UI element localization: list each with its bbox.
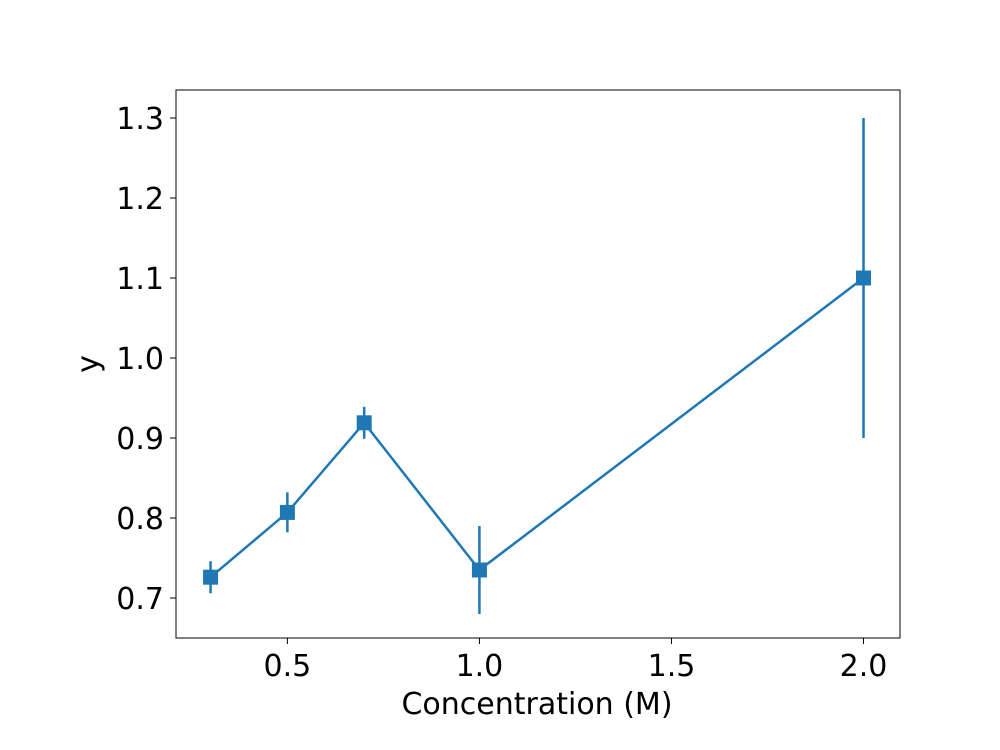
y-tick-label: 0.8 xyxy=(116,502,164,537)
y-tick-label: 0.7 xyxy=(116,582,164,617)
plot-frame xyxy=(175,89,901,639)
x-tick-label: 1.0 xyxy=(456,649,504,684)
plot-area xyxy=(176,90,900,638)
x-tick-label: 0.5 xyxy=(264,649,312,684)
y-axis-ticks: 0.7 0.8 0.9 1.0 1.1 1.2 1.3 xyxy=(116,102,176,617)
data-point-marker xyxy=(203,569,219,585)
series-markers xyxy=(203,270,872,585)
data-point-marker xyxy=(279,504,295,520)
x-tick-label: 2.0 xyxy=(840,649,888,684)
y-tick-label: 1.1 xyxy=(116,262,164,297)
data-point-marker xyxy=(356,415,372,431)
data-point-marker xyxy=(471,562,487,578)
data-point-marker xyxy=(856,270,872,286)
x-axis-label: Concentration (M) xyxy=(401,687,672,722)
y-tick-label: 0.9 xyxy=(116,422,164,457)
y-tick-label: 1.0 xyxy=(116,342,164,377)
x-tick-label: 1.5 xyxy=(648,649,696,684)
x-axis-ticks: 0.5 1.0 1.5 2.0 xyxy=(264,638,888,684)
y-tick-label: 1.3 xyxy=(116,102,164,137)
y-axis-label: y xyxy=(71,355,106,373)
y-tick-label: 1.2 xyxy=(116,182,164,217)
